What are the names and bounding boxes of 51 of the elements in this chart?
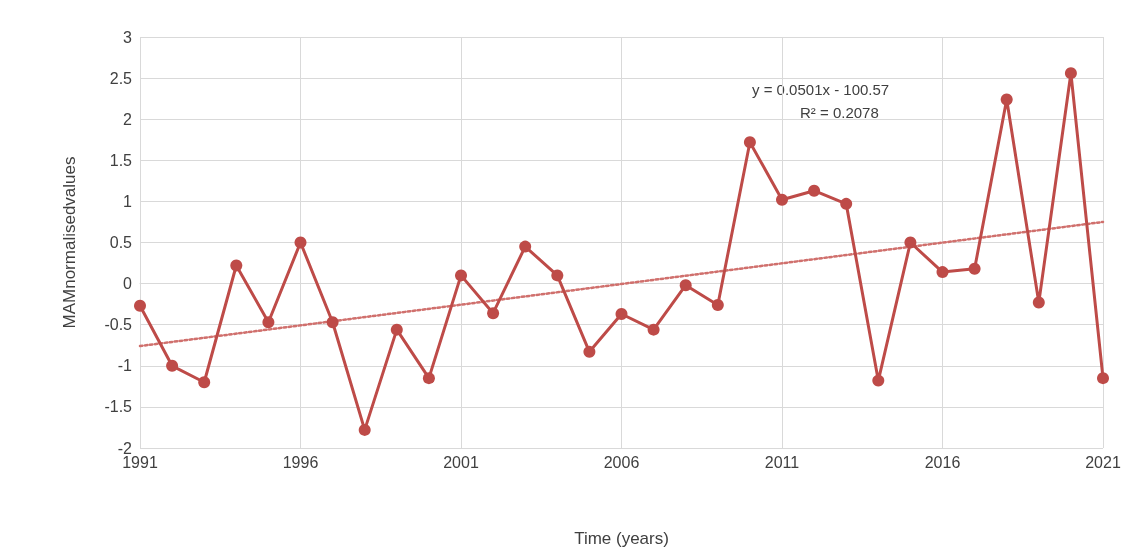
- point: [230, 259, 243, 272]
- point: [134, 299, 146, 312]
- point: [743, 136, 756, 149]
- point: [358, 423, 371, 436]
- point: [551, 269, 564, 282]
- x-tick-label: 2011: [764, 453, 800, 471]
- point: [390, 323, 403, 336]
- y-tick-label: -1: [117, 357, 133, 375]
- x-tick-label: 2001: [443, 453, 479, 471]
- point: [1064, 67, 1077, 80]
- point: [1000, 93, 1013, 106]
- point: [294, 236, 307, 249]
- point: [936, 266, 949, 279]
- x-tick-label: 2016: [924, 453, 961, 471]
- x-tick-label: 2006: [603, 453, 640, 471]
- point: [968, 262, 981, 275]
- y-axis-title: MAMnormalisedvalues: [60, 156, 79, 329]
- y-tick-label: 2: [123, 110, 133, 128]
- y-tick-label: -1.5: [104, 398, 133, 416]
- point: [1097, 372, 1109, 385]
- point: [615, 308, 628, 321]
- point: [840, 197, 853, 210]
- point: [776, 193, 788, 206]
- point: [711, 298, 724, 311]
- y-tick-label: 0: [123, 275, 133, 293]
- point: [198, 376, 211, 389]
- y-tick-label: 1.5: [109, 151, 133, 169]
- point: [487, 307, 500, 320]
- y-tick-label: 2.5: [109, 69, 133, 87]
- point: [647, 323, 660, 336]
- point: [455, 269, 467, 282]
- annotation: y = 0.0501x - 100.57: [752, 81, 890, 98]
- x-axis-title: Time (years): [574, 529, 669, 548]
- y-tick-label: -0.5: [104, 316, 133, 334]
- point: [519, 240, 532, 253]
- x-tick-label: 2021: [1085, 453, 1121, 471]
- point: [904, 236, 917, 249]
- y-tick-label: 3: [123, 28, 133, 46]
- point: [166, 359, 179, 372]
- point: [422, 372, 435, 385]
- x-tick-label: 1996: [282, 453, 319, 471]
- point: [808, 184, 821, 197]
- point: [326, 316, 339, 329]
- annotation: R² = 0.2078: [800, 104, 879, 121]
- point: [872, 374, 885, 387]
- point: [679, 279, 692, 292]
- point: [262, 316, 275, 329]
- point: [583, 345, 596, 358]
- point: [1032, 296, 1045, 309]
- y-tick-label: 1: [123, 192, 133, 210]
- y-tick-label: 0.5: [109, 234, 133, 251]
